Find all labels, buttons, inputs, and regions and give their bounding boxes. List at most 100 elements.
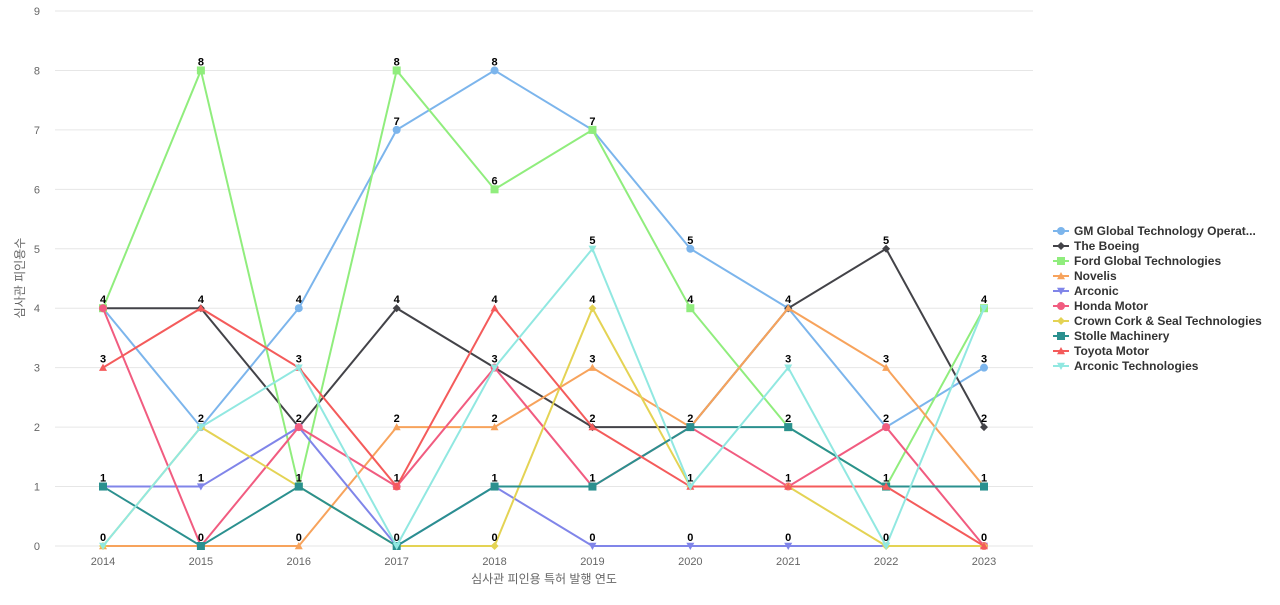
series-line xyxy=(102,305,984,547)
data-labels: 4310842104321087421086432107543210542104… xyxy=(100,56,988,544)
data-point xyxy=(392,125,401,134)
series-line xyxy=(103,247,985,429)
data-label: 2 xyxy=(785,413,791,425)
data-point xyxy=(99,304,107,313)
data-label: 3 xyxy=(981,354,987,366)
data-label: 0 xyxy=(883,532,889,544)
data-point xyxy=(882,244,891,253)
data-label: 1 xyxy=(394,473,400,485)
data-label: 2 xyxy=(491,413,497,425)
data-label: 2 xyxy=(589,413,595,425)
x-tick-label: 2021 xyxy=(776,556,800,568)
data-point xyxy=(196,66,205,75)
legend-item[interactable]: Arconic xyxy=(1053,284,1119,298)
series-line xyxy=(102,306,985,547)
series-line xyxy=(102,246,985,549)
legend-item[interactable]: Stolle Machinery xyxy=(1053,329,1170,343)
data-label: 1 xyxy=(100,473,106,485)
data-label: 0 xyxy=(491,532,497,544)
legend-item[interactable]: The Boeing xyxy=(1053,239,1139,253)
data-point xyxy=(588,304,597,313)
data-label: 3 xyxy=(491,354,497,366)
data-point xyxy=(588,125,597,134)
data-label: 0 xyxy=(100,532,106,544)
legend-marker xyxy=(1057,347,1065,355)
data-point xyxy=(294,304,303,313)
data-point xyxy=(196,304,205,312)
data-label: 2 xyxy=(883,413,889,425)
data-point xyxy=(882,363,891,371)
data-label: 1 xyxy=(589,473,595,485)
legend-marker xyxy=(1057,227,1065,235)
data-label: 3 xyxy=(589,354,595,366)
legend-marker xyxy=(1057,287,1065,295)
data-label: 2 xyxy=(198,413,204,425)
legend-item[interactable]: Novelis xyxy=(1053,269,1117,283)
data-point xyxy=(980,363,988,372)
y-tick-label: 1 xyxy=(34,482,40,494)
data-point xyxy=(392,304,401,313)
x-tick-label: 2022 xyxy=(874,556,898,568)
data-point xyxy=(980,305,988,313)
data-point xyxy=(784,542,793,550)
legend-marker xyxy=(1057,302,1065,310)
data-label: 5 xyxy=(687,235,693,247)
legend-item[interactable]: Ford Global Technologies xyxy=(1053,254,1221,268)
series-8[interactable] xyxy=(99,304,988,550)
legend-marker xyxy=(1057,332,1065,340)
data-point xyxy=(686,304,695,313)
series-lines xyxy=(99,66,988,550)
data-point xyxy=(99,482,107,491)
data-label: 4 xyxy=(981,294,988,306)
data-point xyxy=(882,423,891,432)
legend-item[interactable]: Arconic Technologies xyxy=(1053,359,1199,373)
legend-label: Crown Cork & Seal Technologies xyxy=(1074,314,1262,328)
data-label: 0 xyxy=(394,532,400,544)
data-label: 2 xyxy=(394,413,400,425)
data-point xyxy=(196,483,205,491)
data-point xyxy=(588,245,597,253)
series-line xyxy=(103,306,985,547)
data-point xyxy=(686,483,695,491)
legend-marker xyxy=(1057,257,1065,265)
legend-item[interactable]: Honda Motor xyxy=(1053,299,1148,313)
legend-marker xyxy=(1057,317,1065,325)
y-tick-label: 0 xyxy=(34,541,40,553)
series-1[interactable] xyxy=(99,244,988,432)
legend-label: Toyota Motor xyxy=(1074,344,1149,358)
legend-item[interactable]: GM Global Technology Operat... xyxy=(1053,224,1256,238)
x-tick-label: 2018 xyxy=(482,556,506,568)
x-tick-label: 2017 xyxy=(384,556,408,568)
data-point xyxy=(588,542,597,550)
x-tick-label: 2015 xyxy=(189,556,213,568)
grid-lines xyxy=(55,10,1033,547)
legend-label: Stolle Machinery xyxy=(1074,329,1170,343)
legend-marker xyxy=(1057,242,1065,250)
data-point xyxy=(490,423,499,431)
data-label: 1 xyxy=(981,473,987,485)
data-point xyxy=(784,364,793,372)
data-label: 2 xyxy=(981,413,987,425)
data-point xyxy=(686,423,695,432)
data-point xyxy=(784,423,793,432)
y-tick-label: 9 xyxy=(34,6,40,18)
x-axis-title: 심사관 피인용 특허 발행 연도 xyxy=(471,571,617,586)
data-point xyxy=(294,542,303,550)
data-point xyxy=(980,542,988,550)
data-label: 0 xyxy=(785,532,791,544)
data-point xyxy=(588,482,597,491)
data-point xyxy=(99,542,107,550)
y-tick-label: 4 xyxy=(34,303,40,315)
y-tick-label: 7 xyxy=(34,125,40,137)
legend-item[interactable]: Crown Cork & Seal Technologies xyxy=(1053,314,1262,328)
x-tick-label: 2023 xyxy=(972,556,996,568)
legend-marker xyxy=(1057,272,1065,280)
series-9[interactable] xyxy=(99,245,988,550)
legend-label: GM Global Technology Operat... xyxy=(1074,224,1256,238)
data-label: 4 xyxy=(198,294,205,306)
legend-item[interactable]: Toyota Motor xyxy=(1053,344,1149,358)
y-axis-title: 심사관 피인용수 xyxy=(13,238,27,319)
data-point xyxy=(784,482,793,490)
data-label: 1 xyxy=(883,473,889,485)
